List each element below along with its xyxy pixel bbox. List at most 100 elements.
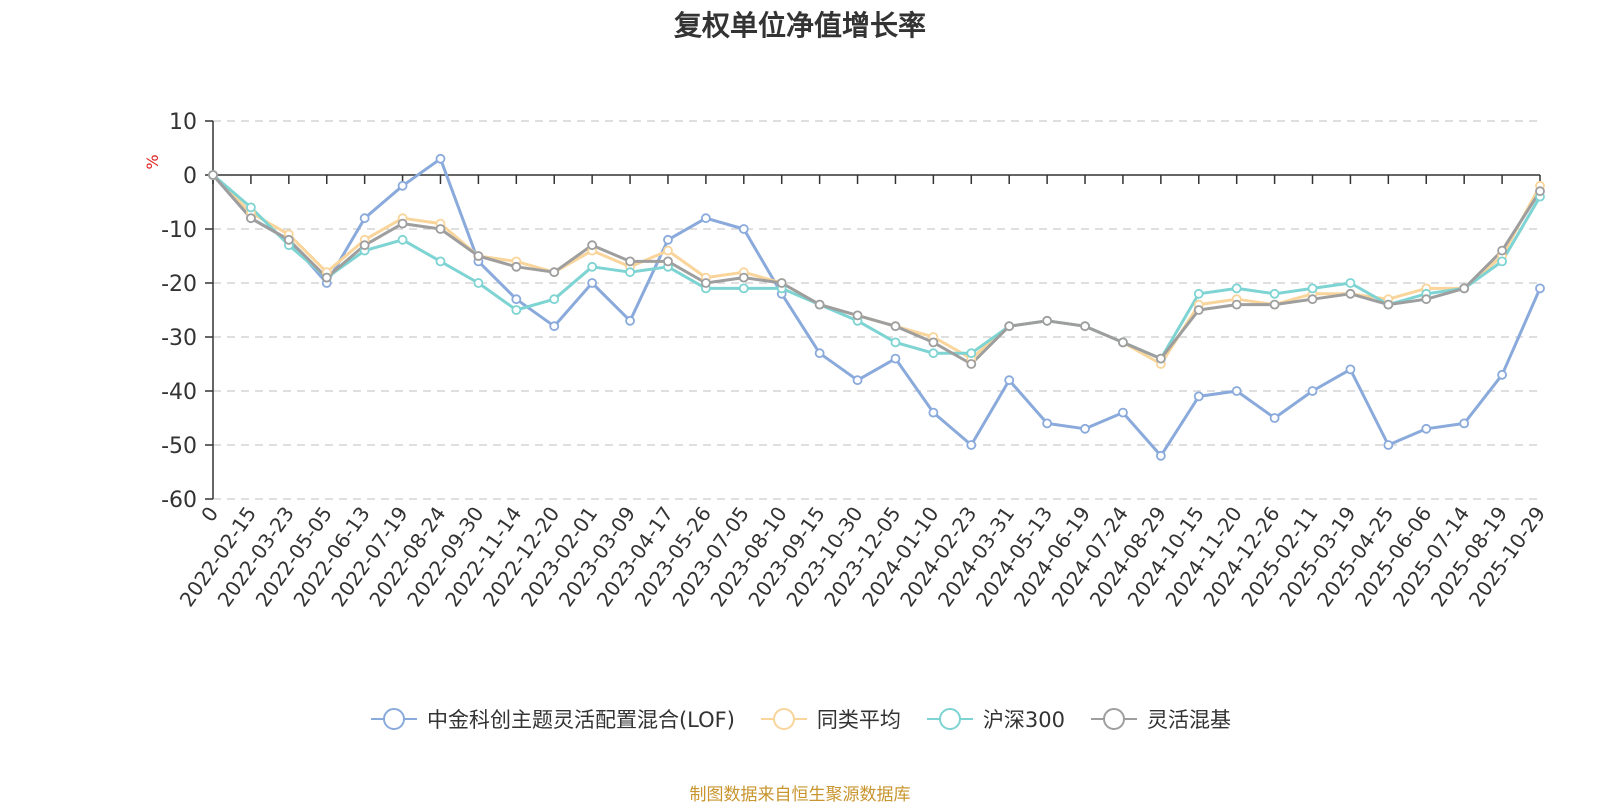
data-point: [1459, 283, 1470, 294]
data-point: [890, 321, 901, 332]
data-point: [1307, 294, 1318, 305]
data-point: [890, 337, 901, 348]
data-point: [966, 440, 977, 450]
data-point: [246, 202, 256, 213]
line-chart: 100-10-20-30-40-50-60%02022-02-152022-03…: [143, 110, 1550, 611]
source-note: 制图数据来自恒生聚源数据库: [689, 785, 911, 805]
y-tick-label: -50: [161, 434, 197, 459]
data-point: [1345, 364, 1356, 375]
data-point: [738, 283, 749, 294]
data-point: [1497, 369, 1507, 380]
data-point: [397, 218, 408, 229]
data-point: [1497, 256, 1507, 267]
series-layer: [211, 157, 1542, 458]
data-point: [663, 245, 673, 256]
legend-label: 灵活混基: [1147, 708, 1232, 732]
data-point: [1042, 315, 1053, 326]
data-point: [549, 294, 560, 305]
grid-layer: [213, 120, 1540, 500]
data-point: [1383, 299, 1394, 310]
data-point: [1421, 423, 1432, 434]
x-tick-label: 0: [196, 502, 223, 526]
data-point: [1193, 305, 1204, 315]
data-point: [1535, 283, 1545, 294]
legend-item[interactable]: 同类平均: [759, 704, 901, 734]
y-tick-label: -30: [161, 326, 197, 351]
data-point: [1345, 278, 1356, 288]
data-point: [511, 305, 522, 315]
legend-label: 中金科创主题灵活配置混合(LOF): [426, 708, 735, 732]
data-point: [1155, 450, 1166, 461]
series-line: [211, 173, 1542, 361]
y-tick-label: -20: [161, 272, 197, 297]
legend-swatch-icon: [1091, 708, 1138, 730]
data-point: [1231, 299, 1242, 310]
data-point: [1231, 386, 1242, 396]
data-point: [1535, 186, 1545, 197]
data-point: [246, 213, 256, 224]
data-point: [1459, 418, 1470, 429]
data-point: [890, 353, 901, 364]
data-point: [283, 234, 294, 245]
data-point: [397, 234, 408, 245]
series-line: [211, 157, 1542, 458]
data-point: [1231, 283, 1242, 294]
legend-item[interactable]: 灵活混基: [1089, 704, 1231, 734]
data-point: [1497, 245, 1507, 256]
data-point: [1383, 440, 1394, 450]
data-point: [700, 278, 711, 288]
data-point: [208, 170, 218, 180]
data-point: [321, 272, 332, 283]
y-tick-label: 0: [183, 164, 197, 189]
data-point: [1269, 299, 1280, 310]
series-line: [211, 173, 1542, 366]
axis-layer: 100-10-20-30-40-50-60%02022-02-152022-03…: [143, 110, 1550, 611]
marker-layer: [208, 153, 1545, 461]
data-point: [587, 240, 598, 251]
data-point: [625, 256, 635, 267]
data-point: [1118, 407, 1128, 418]
data-point: [511, 294, 522, 305]
data-point: [511, 261, 522, 272]
data-point: [966, 359, 977, 369]
y-axis-label: %: [143, 154, 162, 169]
data-point: [852, 375, 863, 386]
data-point: [1193, 288, 1204, 299]
series-line: [211, 173, 1542, 366]
y-tick-label: -10: [161, 218, 197, 243]
legend-label: 沪深300: [982, 708, 1066, 732]
data-point: [549, 321, 560, 332]
data-point: [928, 337, 939, 348]
data-point: [397, 180, 408, 191]
data-point: [587, 261, 598, 272]
data-point: [852, 310, 863, 321]
data-point: [625, 267, 635, 278]
data-point: [1421, 294, 1432, 305]
data-point: [473, 251, 484, 261]
legend-swatch-icon: [370, 708, 417, 730]
data-point: [1307, 386, 1318, 396]
y-tick-label: -60: [161, 488, 197, 513]
data-point: [625, 315, 635, 326]
y-tick-label: 10: [169, 110, 197, 135]
data-point: [814, 348, 825, 359]
data-point: [1155, 353, 1166, 364]
data-point: [776, 278, 787, 288]
legend-item[interactable]: 沪深300: [925, 704, 1065, 734]
data-point: [663, 234, 673, 245]
data-point: [1080, 321, 1090, 332]
data-point: [966, 348, 977, 359]
data-point: [435, 153, 446, 164]
legend-label: 同类平均: [816, 708, 901, 732]
data-point: [1307, 283, 1318, 294]
data-point: [1042, 418, 1053, 429]
legend-item[interactable]: 中金科创主题灵活配置混合(LOF): [369, 704, 735, 734]
data-point: [1080, 423, 1090, 434]
data-point: [1004, 321, 1015, 332]
data-point: [359, 213, 370, 224]
data-point: [359, 240, 370, 251]
data-point: [738, 224, 749, 234]
legend-swatch-icon: [760, 708, 807, 730]
legend: 中金科创主题灵活配置混合(LOF) 同类平均 沪深300 灵活混基: [0, 704, 1600, 736]
data-point: [928, 407, 939, 418]
